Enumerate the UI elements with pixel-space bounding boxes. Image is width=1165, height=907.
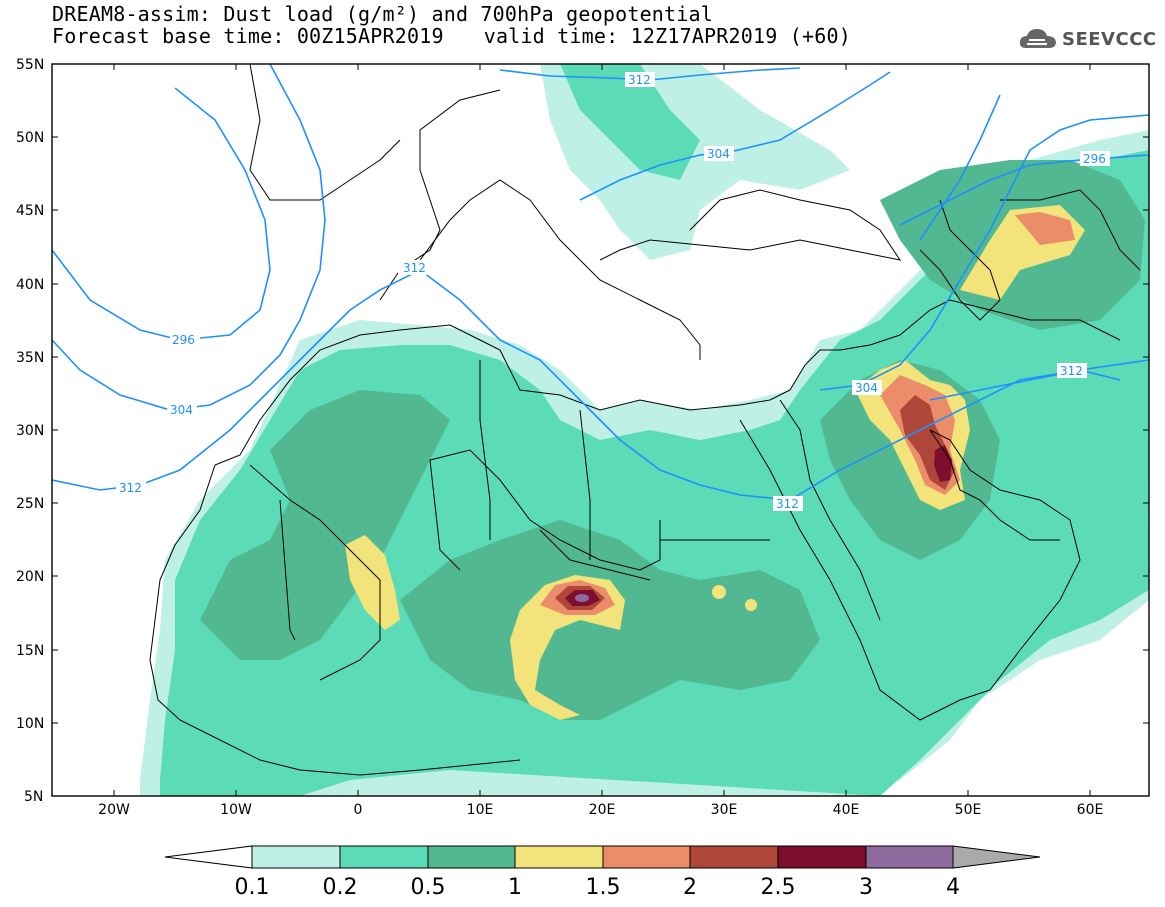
colorbar-bin — [602, 845, 691, 869]
colorbar-bin — [427, 845, 516, 869]
lon-label: 30E — [711, 802, 738, 818]
contour-296-west — [52, 87, 271, 341]
lon-labels: 20W 10W 0 10E 20E 30E 40E 50E 60E — [98, 802, 1103, 818]
lat-label: 5N — [24, 789, 43, 805]
colorbar-bin — [777, 845, 867, 869]
colorbar-tick: 0.2 — [323, 875, 358, 900]
contour-312-east — [929, 369, 1121, 401]
lon-label: 50E — [955, 802, 982, 818]
lat-label: 10N — [16, 716, 44, 732]
colorbar-tick: 2.5 — [761, 875, 796, 900]
dust-mid-north-africa — [160, 150, 1149, 796]
colorbar-tick: 1.5 — [586, 875, 621, 900]
colorbar-bin — [514, 845, 604, 869]
logo-text: SEEVCCC — [1062, 28, 1157, 50]
lat-label: 45N — [16, 203, 44, 219]
colorbar-labels: 0.1 0.2 0.5 1 1.5 2 2.5 3 4 — [235, 875, 961, 900]
lon-label: 0 — [354, 802, 363, 818]
lon-label: 60E — [1077, 802, 1104, 818]
contour-312-ne — [919, 94, 1001, 241]
dust-yellow-spot-2 — [745, 599, 757, 611]
colorbar-tick: 3 — [859, 875, 873, 900]
contour-label: 312 — [776, 497, 799, 511]
lon-label: 20E — [589, 802, 616, 818]
contour-312-west — [52, 269, 1149, 501]
colorbar-bin — [865, 845, 954, 869]
colorbar-low-arrow — [164, 845, 253, 869]
colorbar-bin — [689, 845, 779, 869]
contour-label: 312 — [403, 261, 426, 275]
contour-label: 304 — [707, 147, 730, 161]
contour-label: 304 — [170, 403, 193, 417]
colorbar-bin — [251, 845, 341, 869]
map-title: DREAM8-assim: Dust load (g/m²) and 700hP… — [52, 2, 714, 26]
colorbar — [164, 845, 1041, 869]
lon-label: 10E — [467, 802, 494, 818]
contour-label: 304 — [855, 381, 878, 395]
forecast-base-time: Forecast base time: 00Z15APR2019 — [52, 24, 444, 48]
lat-label: 25N — [16, 496, 44, 512]
lat-labels: 55N 50N 45N 40N 35N 30N 25N 20N 15N 10N … — [16, 57, 44, 805]
dust-maroon-iraq — [934, 445, 952, 482]
cloud-icon — [1019, 29, 1056, 48]
dust-mid-black-sea — [560, 64, 700, 180]
lat-label: 50N — [16, 130, 44, 146]
colorbar-bin — [339, 845, 429, 869]
colorbar-tick: 1 — [508, 875, 522, 900]
colorbar-tick: 0.1 — [235, 875, 270, 900]
contour-label: 296 — [1083, 152, 1106, 166]
lat-label: 30N — [16, 423, 44, 439]
lon-label: 20W — [98, 802, 130, 818]
contour-labels: 312 304 296 296 304 312 312 304 312 312 — [116, 72, 1110, 511]
dust-purple-chad — [575, 594, 589, 602]
valid-time: valid time: 12Z17APR2019 (+60) — [483, 24, 851, 48]
lat-label: 15N — [16, 643, 44, 659]
lat-label: 40N — [16, 277, 44, 293]
seevccc-logo: SEEVCCC — [1018, 26, 1157, 52]
dust-yellow-spot-1 — [712, 585, 726, 599]
colorbar-tick: 2 — [683, 875, 697, 900]
contour-label: 296 — [172, 333, 195, 347]
contour-label: 312 — [628, 73, 651, 87]
lat-label: 55N — [16, 57, 44, 73]
contour-304-west — [52, 64, 326, 411]
dust-orange-caspian — [1015, 212, 1075, 245]
colorbar-tick: 0.5 — [411, 875, 446, 900]
contour-label: 312 — [1060, 364, 1083, 378]
dust-field — [52, 64, 1149, 796]
colorbar-high-arrow — [952, 845, 1041, 869]
lon-axis — [113, 64, 1091, 796]
lon-label: 40E — [833, 802, 860, 818]
contour-304-east — [819, 114, 1149, 391]
lat-label: 35N — [16, 350, 44, 366]
lat-label: 20N — [16, 569, 44, 585]
geopotential-contours — [52, 64, 1149, 501]
lon-label: 10W — [220, 802, 252, 818]
lat-axis — [52, 63, 1149, 724]
colorbar-tick: 4 — [946, 875, 960, 900]
map-subtitle: Forecast base time: 00Z15APR2019 valid ti… — [52, 24, 851, 48]
coastlines — [149, 64, 1141, 776]
contour-label: 312 — [119, 481, 142, 495]
